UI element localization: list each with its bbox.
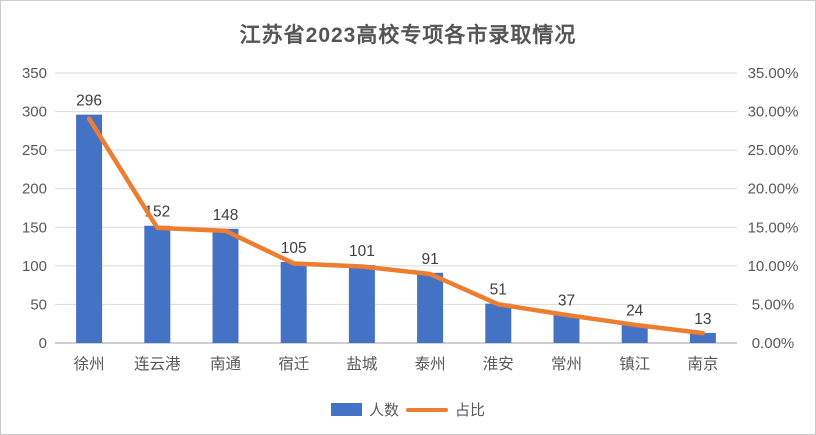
- category-label-6: 淮安: [483, 355, 514, 373]
- bar-9: [689, 332, 716, 343]
- left-axis-tick-350: 350: [22, 65, 47, 82]
- right-axis-tick-30.00%: 30.00%: [748, 104, 799, 121]
- left-axis-tick-150: 150: [22, 219, 47, 236]
- chart-title: 江苏省2023高校专项各市录取情况: [239, 24, 577, 47]
- bar-1: [144, 225, 171, 343]
- category-label-4: 盐城: [346, 355, 378, 373]
- bar-data-label-2: 148: [213, 207, 239, 224]
- right-axis-tick-25.00%: 25.00%: [748, 142, 799, 159]
- category-label-1: 连云港: [134, 355, 181, 373]
- category-label-8: 镇江: [619, 355, 650, 373]
- bar-data-label-9: 13: [694, 311, 711, 328]
- category-label-5: 泰州: [415, 355, 446, 373]
- legend-label-zhanbi: 占比: [455, 402, 486, 419]
- right-axis-tick-5.00%: 5.00%: [752, 296, 795, 313]
- legend-item-renshu: 人数: [330, 399, 399, 420]
- left-axis-tick-250: 250: [22, 142, 47, 159]
- right-axis-tick-35.00%: 35.00%: [748, 65, 799, 82]
- left-axis-tick-50: 50: [30, 296, 47, 313]
- bar-4: [348, 265, 375, 343]
- line-series-swatch: [406, 407, 448, 412]
- legend-item-zhanbi: 占比: [406, 399, 485, 420]
- category-label-3: 宿迁: [278, 355, 309, 373]
- bar-8: [621, 324, 648, 343]
- bar-data-label-5: 91: [421, 251, 438, 268]
- legend-label-renshu: 人数: [368, 402, 399, 419]
- right-axis-tick-20.00%: 20.00%: [748, 181, 799, 198]
- category-label-9: 南京: [687, 355, 718, 373]
- category-label-2: 南通: [210, 355, 242, 373]
- left-axis-tick-0: 0: [39, 335, 47, 352]
- bar-data-label-0: 296: [76, 93, 102, 110]
- right-axis-tick-0.00%: 0.00%: [752, 335, 795, 352]
- category-label-0: 徐州: [74, 355, 105, 373]
- bar-0: [76, 114, 103, 344]
- bar-data-label-4: 101: [349, 243, 375, 260]
- left-axis-tick-300: 300: [22, 104, 47, 121]
- bar-2: [212, 228, 239, 343]
- bar-6: [485, 303, 512, 343]
- bar-7: [553, 314, 580, 343]
- right-axis-tick-15.00%: 15.00%: [748, 219, 799, 236]
- left-axis-tick-100: 100: [22, 258, 47, 275]
- category-label-7: 常州: [551, 355, 582, 373]
- bar-data-label-3: 105: [281, 240, 307, 257]
- bar-5: [417, 272, 444, 343]
- bar-series-swatch: [330, 403, 362, 416]
- bar-data-label-8: 24: [626, 302, 644, 319]
- percentage-line-series: [86, 116, 706, 336]
- bar-data-label-7: 37: [558, 292, 575, 309]
- right-axis-tick-10.00%: 10.00%: [748, 258, 799, 275]
- chart-legend: 人数 占比: [1, 399, 815, 420]
- bar-data-label-6: 51: [490, 282, 507, 299]
- bar-3: [280, 262, 307, 343]
- left-axis-tick-200: 200: [22, 181, 47, 198]
